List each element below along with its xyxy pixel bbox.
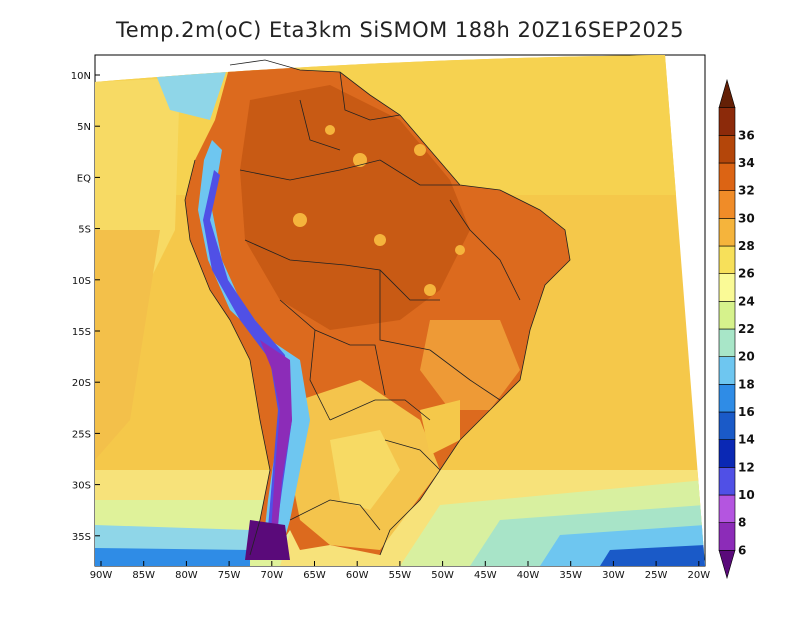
map-title: Temp.2m(oC) Eta3km SiSMOM 188h 20Z16SEP2…: [115, 18, 685, 42]
lon-tick-label: 60W: [346, 570, 369, 581]
colorbar-label: 34: [738, 156, 755, 170]
colorbar-label: 30: [738, 211, 755, 225]
colorbar-segment: [718, 384, 736, 413]
colorbar-label: 6: [738, 543, 746, 557]
colorbar-label: 8: [738, 516, 746, 530]
country-borders: [184, 59, 571, 556]
colorbar-segment: [718, 439, 736, 468]
colorbar-label: 28: [738, 239, 755, 253]
lat-tick-label: 5N: [77, 122, 91, 133]
lat-tick-label: 20S: [72, 378, 91, 389]
colorbar-segment: [718, 411, 736, 440]
lon-tick-label: 40W: [517, 570, 540, 581]
colorbar-label: 16: [738, 405, 755, 419]
latitude-axis: 10N 5N EQ 5S 10S 15S 20S 25S 30S 35S: [71, 71, 100, 543]
colorbar-segment: [718, 162, 736, 191]
lon-tick-label: 85W: [132, 570, 155, 581]
longitude-axis: 90W 85W 80W 75W 70W 65W 60W 55W 50W 45W 40W 35W 30W 2…: [90, 561, 710, 581]
lat-tick-label: 35S: [72, 532, 91, 543]
lat-tick-label: 10S: [72, 276, 91, 287]
lon-tick-label: 30W: [602, 570, 625, 581]
colorbar-label: 22: [738, 322, 755, 336]
colorbar-label: 12: [738, 460, 755, 474]
colorbar: 6 8 10 12 14 16 18 20 22 24 26 28 30 32 34 36: [718, 78, 755, 580]
lat-tick-label: 25S: [72, 429, 91, 440]
colorbar-segment: [718, 135, 736, 164]
lat-tick-label: 5S: [78, 225, 91, 236]
lon-tick-label: 70W: [260, 570, 283, 581]
colorbar-segment: [718, 494, 736, 523]
colorbar-segment: [718, 218, 736, 247]
lon-tick-label: 25W: [645, 570, 668, 581]
colorbar-label: 36: [738, 128, 755, 142]
colorbar-segment: [718, 356, 736, 385]
colorbar-segment: [718, 328, 736, 357]
colorbar-label: 14: [738, 433, 755, 447]
colorbar-label: 32: [738, 184, 755, 198]
colorbar-segment: [718, 522, 736, 551]
lon-tick-label: 50W: [431, 570, 454, 581]
lon-tick-label: 65W: [303, 570, 326, 581]
colorbar-segment: [718, 467, 736, 496]
colorbar-segment: [718, 245, 736, 274]
lon-tick-label: 80W: [175, 570, 198, 581]
lon-tick-label: 35W: [559, 570, 582, 581]
lon-tick-label: 20W: [687, 570, 710, 581]
lon-tick-label: 55W: [389, 570, 412, 581]
lat-tick-label: 10N: [71, 71, 91, 82]
temperature-field: [95, 55, 705, 566]
colorbar-label: 20: [738, 350, 755, 364]
colorbar-segment: [718, 107, 736, 136]
colorbar-label: 18: [738, 377, 755, 391]
lat-tick-label: EQ: [77, 173, 91, 184]
colorbar-label: 24: [738, 294, 755, 308]
colorbar-label: 26: [738, 267, 755, 281]
lon-tick-label: 75W: [218, 570, 241, 581]
colorbar-segment: [718, 190, 736, 219]
lat-tick-label: 15S: [72, 327, 91, 338]
lat-tick-label: 30S: [72, 481, 91, 492]
colorbar-segment: [718, 301, 736, 330]
colorbar-segment: [718, 273, 736, 302]
colorbar-label: 10: [738, 488, 755, 502]
colorbar-segment: [718, 550, 736, 580]
lon-tick-label: 90W: [90, 570, 113, 581]
colorbar-segment: [718, 78, 736, 108]
lon-tick-label: 45W: [474, 570, 497, 581]
